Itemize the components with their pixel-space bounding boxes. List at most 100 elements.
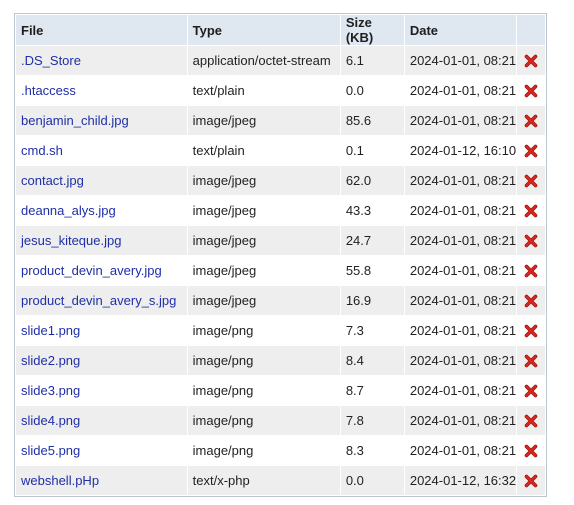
file-date-cell: 2024-01-01, 08:21 [404, 316, 516, 345]
delete-cell [516, 286, 545, 315]
delete-icon[interactable] [524, 414, 538, 428]
file-size-cell: 0.0 [340, 76, 404, 105]
file-table: File Type Size (KB) Date .DS_Store applic… [15, 14, 546, 496]
file-link[interactable]: product_devin_avery.jpg [21, 263, 162, 278]
file-name-cell: benjamin_child.jpg [16, 106, 187, 135]
file-type-cell: image/png [187, 406, 340, 435]
file-size-cell: 55.8 [340, 256, 404, 285]
file-type-cell: image/jpeg [187, 196, 340, 225]
delete-cell [516, 106, 545, 135]
delete-icon[interactable] [524, 264, 538, 278]
file-size-cell: 24.7 [340, 226, 404, 255]
file-type-cell: image/jpeg [187, 166, 340, 195]
table-row: webshell.pHp text/x-php 0.0 2024-01-12, 16:… [16, 466, 545, 495]
delete-icon[interactable] [524, 294, 538, 308]
file-table-body: .DS_Store application/octet-stream 6.1 2024… [16, 46, 545, 495]
file-type-cell: application/octet-stream [187, 46, 340, 75]
file-date-cell: 2024-01-01, 08:21 [404, 76, 516, 105]
file-type-cell: image/png [187, 346, 340, 375]
column-header-file: File [16, 15, 187, 45]
delete-cell [516, 316, 545, 345]
file-date-cell: 2024-01-01, 08:21 [404, 346, 516, 375]
file-name-cell: product_devin_avery.jpg [16, 256, 187, 285]
file-link[interactable]: slide4.png [21, 413, 81, 428]
file-type-cell: image/png [187, 316, 340, 345]
table-row: product_devin_avery_s.jpg image/jpeg 16.9 2… [16, 286, 545, 315]
table-row: contact.jpg image/jpeg 62.0 2024-01-01, 08:… [16, 166, 545, 195]
file-date-cell: 2024-01-01, 08:21 [404, 256, 516, 285]
file-size-cell: 8.7 [340, 376, 404, 405]
table-row: .htaccess text/plain 0.0 2024-01-01, 08:21 [16, 76, 545, 105]
file-link[interactable]: product_devin_avery_s.jpg [21, 293, 177, 308]
file-date-cell: 2024-01-01, 08:21 [404, 106, 516, 135]
delete-icon[interactable] [524, 54, 538, 68]
delete-icon[interactable] [524, 204, 538, 218]
file-link[interactable]: slide3.png [21, 383, 81, 398]
file-name-cell: jesus_kiteque.jpg [16, 226, 187, 255]
file-size-cell: 8.4 [340, 346, 404, 375]
delete-icon[interactable] [524, 324, 538, 338]
file-size-cell: 7.8 [340, 406, 404, 435]
file-size-cell: 6.1 [340, 46, 404, 75]
file-date-cell: 2024-01-12, 16:32 [404, 466, 516, 495]
delete-cell [516, 136, 545, 165]
file-link[interactable]: slide5.png [21, 443, 81, 458]
file-list-panel: File Type Size (KB) Date .DS_Store applic… [14, 13, 547, 497]
file-link[interactable]: cmd.sh [21, 143, 63, 158]
delete-cell [516, 226, 545, 255]
table-row: benjamin_child.jpg image/jpeg 85.6 2024-01-… [16, 106, 545, 135]
file-link[interactable]: deanna_alys.jpg [21, 203, 116, 218]
file-size-cell: 7.3 [340, 316, 404, 345]
file-link[interactable]: contact.jpg [21, 173, 84, 188]
table-row: .DS_Store application/octet-stream 6.1 2024… [16, 46, 545, 75]
file-type-cell: image/png [187, 376, 340, 405]
delete-icon[interactable] [524, 84, 538, 98]
delete-icon[interactable] [524, 234, 538, 248]
file-name-cell: .htaccess [16, 76, 187, 105]
file-name-cell: contact.jpg [16, 166, 187, 195]
table-row: product_devin_avery.jpg image/jpeg 55.8 202… [16, 256, 545, 285]
delete-cell [516, 436, 545, 465]
file-link[interactable]: .htaccess [21, 83, 76, 98]
file-type-cell: image/jpeg [187, 286, 340, 315]
file-date-cell: 2024-01-01, 08:21 [404, 46, 516, 75]
file-size-cell: 8.3 [340, 436, 404, 465]
file-size-cell: 85.6 [340, 106, 404, 135]
file-link[interactable]: webshell.pHp [21, 473, 100, 488]
file-date-cell: 2024-01-01, 08:21 [404, 196, 516, 225]
file-date-cell: 2024-01-01, 08:21 [404, 406, 516, 435]
file-name-cell: deanna_alys.jpg [16, 196, 187, 225]
file-type-cell: image/jpeg [187, 106, 340, 135]
delete-cell [516, 406, 545, 435]
file-link[interactable]: benjamin_child.jpg [21, 113, 129, 128]
file-date-cell: 2024-01-01, 08:21 [404, 376, 516, 405]
file-link[interactable]: .DS_Store [21, 53, 81, 68]
file-date-cell: 2024-01-01, 08:21 [404, 226, 516, 255]
file-type-cell: image/png [187, 436, 340, 465]
file-name-cell: slide1.png [16, 316, 187, 345]
file-link[interactable]: jesus_kiteque.jpg [21, 233, 122, 248]
file-name-cell: slide4.png [16, 406, 187, 435]
table-row: deanna_alys.jpg image/jpeg 43.3 2024-01-01,… [16, 196, 545, 225]
file-type-cell: image/jpeg [187, 256, 340, 285]
delete-icon[interactable] [524, 114, 538, 128]
table-row: slide4.png image/png 7.8 2024-01-01, 08:21 [16, 406, 545, 435]
delete-icon[interactable] [524, 474, 538, 488]
delete-icon[interactable] [524, 174, 538, 188]
table-header-row: File Type Size (KB) Date [16, 15, 545, 45]
file-size-cell: 16.9 [340, 286, 404, 315]
delete-icon[interactable] [524, 144, 538, 158]
column-header-actions [516, 15, 545, 45]
delete-icon[interactable] [524, 444, 538, 458]
table-row: slide3.png image/png 8.7 2024-01-01, 08:21 [16, 376, 545, 405]
file-date-cell: 2024-01-01, 08:21 [404, 286, 516, 315]
table-row: slide1.png image/png 7.3 2024-01-01, 08:21 [16, 316, 545, 345]
delete-icon[interactable] [524, 384, 538, 398]
delete-cell [516, 166, 545, 195]
file-link[interactable]: slide2.png [21, 353, 81, 368]
file-link[interactable]: slide1.png [21, 323, 81, 338]
file-type-cell: image/jpeg [187, 226, 340, 255]
table-row: jesus_kiteque.jpg image/jpeg 24.7 2024-01-0… [16, 226, 545, 255]
file-name-cell: cmd.sh [16, 136, 187, 165]
delete-icon[interactable] [524, 354, 538, 368]
